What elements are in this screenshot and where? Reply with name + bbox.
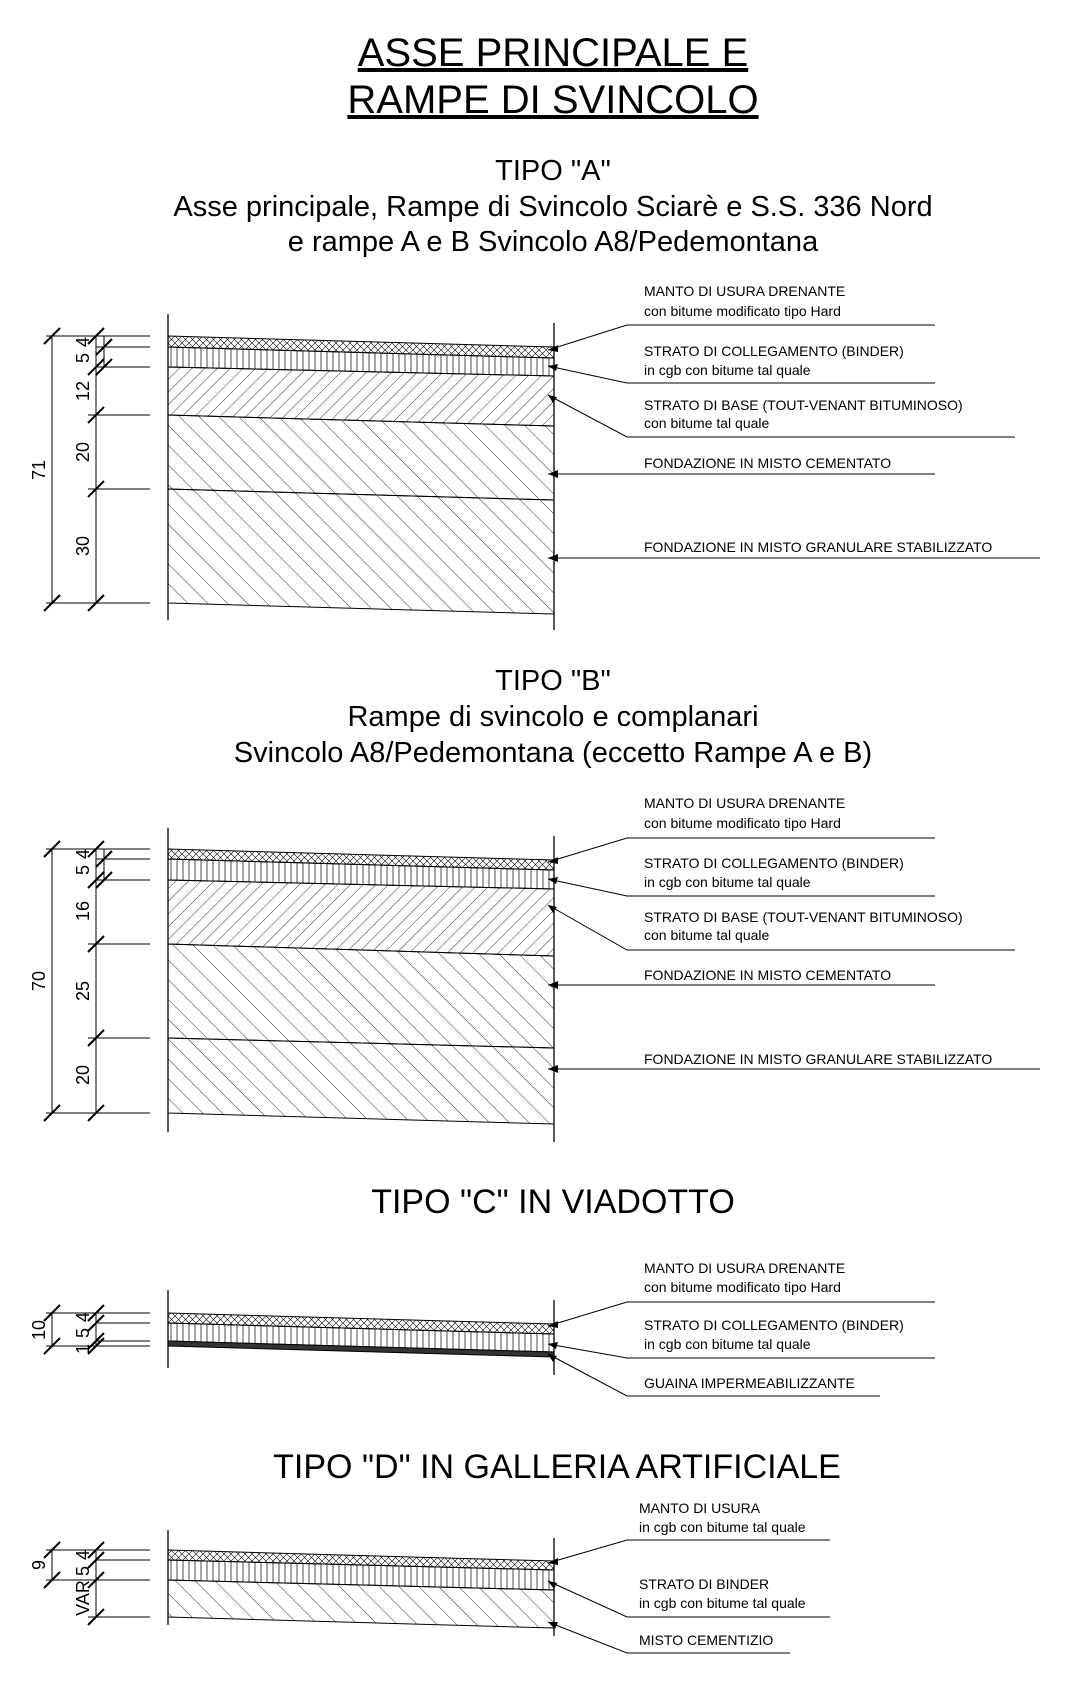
label-a-layer1-sub: con bitume modificato tipo Hard (644, 303, 841, 319)
label-b-layer2-sub: in cgb con bitume tal quale (644, 874, 811, 890)
layer-b-granular-foundation (167, 1037, 555, 1125)
dim-b-wearing: 5 (73, 865, 93, 875)
main-title-line2: RAMPE DI SVINCOLO (347, 78, 758, 122)
label-c-layer2: STRATO DI COLLEGAMENTO (BINDER) (644, 1317, 904, 1333)
section-c-layers (167, 1312, 555, 1358)
label-d-layer2-sub: in cgb con bitume tal quale (639, 1595, 806, 1611)
dim-a-wearing: 5 (73, 353, 93, 363)
dim-d-total: 9 (29, 1560, 49, 1570)
label-a-layer5: FONDAZIONE IN MISTO GRANULARE STABILIZZA… (644, 539, 992, 555)
dim-d-wearing: 5 (73, 1566, 93, 1576)
dim-c-total: 10 (29, 1320, 49, 1340)
section-d-drawing: 9 5 4 VAR MANTO DI USURA in cgb con bitu… (29, 1500, 830, 1654)
section-b-layers (167, 848, 555, 1125)
label-b-layer4: FONDAZIONE IN MISTO CEMENTATO (644, 967, 891, 983)
section-b-drawing: 70 5 4 16 25 20 MANTO DI USURA DRENANTE … (29, 795, 1040, 1142)
section-c-drawing: 10 5 4 1 MANTO DI USURA DRENANTE con bit… (29, 1260, 935, 1397)
layer-b-cement-foundation (167, 943, 555, 1049)
section-a-leaders (547, 324, 1040, 559)
dim-a-granular: 30 (73, 536, 93, 556)
dim-a-binder: 4 (73, 337, 93, 347)
section-d-layers (167, 1549, 555, 1629)
section-b-title: TIPO "B" (495, 665, 611, 697)
section-b-desc2: Svincolo A8/Pedemontana (eccetto Rampe A… (234, 737, 872, 769)
section-a-layers (167, 335, 555, 615)
label-c-layer3: GUAINA IMPERMEABILIZZANTE (644, 1375, 855, 1391)
section-d-title: TIPO "D" IN GALLERIA ARTIFICIALE (273, 1448, 841, 1486)
label-a-layer3: STRATO DI BASE (TOUT-VENANT BITUMINOSO) (644, 397, 963, 413)
section-c-title: TIPO "C" IN VIADOTTO (371, 1183, 735, 1221)
section-a-title: TIPO "A" (495, 155, 611, 187)
label-c-layer2-sub: in cgb con bitume tal quale (644, 1336, 811, 1352)
label-a-layer2: STRATO DI COLLEGAMENTO (BINDER) (644, 343, 904, 359)
label-a-layer1: MANTO DI USURA DRENANTE (644, 283, 845, 299)
dim-d-binder: 4 (73, 1550, 93, 1560)
label-c-layer1-sub: con bitume modificato tipo Hard (644, 1279, 841, 1295)
label-c-layer1: MANTO DI USURA DRENANTE (644, 1260, 845, 1276)
dim-c-membrane: 1 (73, 1344, 93, 1354)
label-d-layer1: MANTO DI USURA (639, 1500, 761, 1516)
label-b-layer1: MANTO DI USURA DRENANTE (644, 795, 845, 811)
layer-a-cement-foundation (167, 414, 555, 501)
label-b-layer2: STRATO DI COLLEGAMENTO (BINDER) (644, 855, 904, 871)
main-title-line1: ASSE PRINCIPALE E (358, 31, 749, 75)
section-a-drawing: 71 5 4 12 20 30 MANTO DI USURA DRENANTE … (29, 283, 1040, 630)
layer-a-granular-foundation (167, 488, 555, 615)
dim-b-cement: 25 (73, 981, 93, 1001)
label-a-layer3-sub: con bitume tal quale (644, 415, 770, 431)
label-b-layer5: FONDAZIONE IN MISTO GRANULARE STABILIZZA… (644, 1051, 992, 1067)
layer-b-base (167, 879, 555, 957)
label-d-layer2: STRATO DI BINDER (639, 1576, 769, 1592)
label-b-layer3-sub: con bitume tal quale (644, 927, 770, 943)
dim-b-base: 16 (73, 901, 93, 921)
dim-d-cement: VAR (73, 1580, 93, 1616)
dim-c-binder: 4 (73, 1312, 93, 1322)
dim-a-total: 71 (29, 460, 49, 480)
dim-c-wearing: 5 (73, 1328, 93, 1338)
dim-b-granular: 20 (73, 1065, 93, 1085)
label-b-layer3: STRATO DI BASE (TOUT-VENANT BITUMINOSO) (644, 909, 963, 925)
label-d-layer1-sub: in cgb con bitume tal quale (639, 1519, 806, 1535)
label-b-layer1-sub: con bitume modificato tipo Hard (644, 815, 841, 831)
dim-a-cement: 20 (73, 442, 93, 462)
dim-b-binder: 4 (73, 849, 93, 859)
label-a-layer2-sub: in cgb con bitume tal quale (644, 362, 811, 378)
section-a-desc2: e rampe A e B Svincolo A8/Pedemontana (288, 226, 819, 258)
section-a-desc1: Asse principale, Rampe di Svincolo Sciar… (173, 191, 932, 223)
section-b-desc1: Rampe di svincolo e complanari (347, 701, 758, 733)
dim-a-base: 12 (73, 381, 93, 401)
label-a-layer4: FONDAZIONE IN MISTO CEMENTATO (644, 455, 891, 471)
dim-b-total: 70 (29, 971, 49, 991)
label-d-layer3: MISTO CEMENTIZIO (639, 1632, 773, 1648)
